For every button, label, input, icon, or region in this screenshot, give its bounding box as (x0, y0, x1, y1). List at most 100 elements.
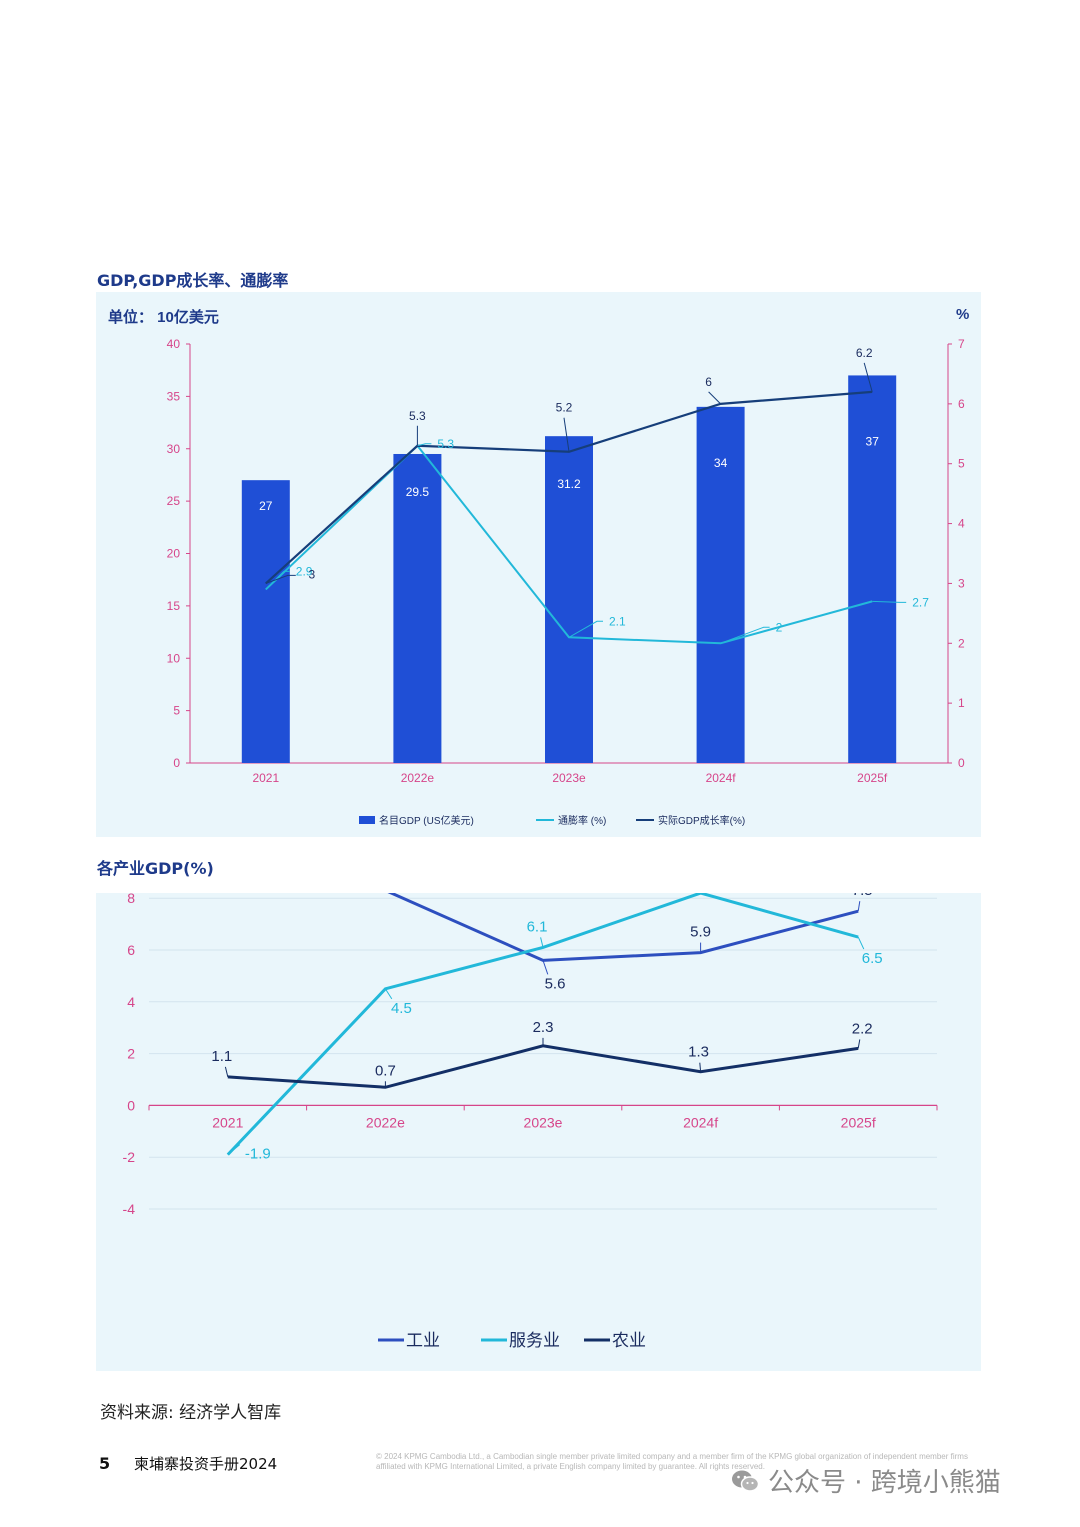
y-right-tick-label: 4 (958, 517, 965, 531)
agriculture-data-label: 0.7 (375, 1062, 396, 1079)
inflation-data-label: 5.3 (437, 437, 454, 451)
y-right-tick-label: 0 (958, 756, 965, 770)
gdp-bar-label: 37 (866, 434, 880, 448)
inflation-data-label: 2 (776, 620, 783, 634)
chart1-panel: 单位： 10亿美元% 0 5 10 15 20 25 30 35 40 0 1 2 3 4 5 6 7 2021 20… (96, 292, 981, 837)
x-tick-label: 2024f (706, 771, 737, 785)
chart2-svg: -4-2024681020212022e2023e2024f2025f8.68.… (119, 838, 938, 1350)
document-title: 柬埔寨投资手册2024 (134, 1455, 278, 1473)
gdp-growth-data-label: 6.2 (856, 346, 873, 360)
agriculture-data-label: 2.2 (852, 1020, 873, 1037)
data-label-leader (542, 960, 549, 975)
services-data-label: 4.5 (391, 1000, 412, 1017)
y-left-tick-label: 40 (167, 337, 181, 351)
x-tick-label: 2021 (252, 771, 279, 785)
gdp-growth-data-label: 3 (308, 567, 315, 581)
legend-swatch-gdp (359, 816, 375, 824)
copyright-notice: © 2024 KPMG Cambodia Ltd., a Cambodian s… (376, 1452, 968, 1471)
data-label-leader (857, 936, 865, 950)
gdp-bar-label: 29.5 (406, 485, 430, 499)
y-tick-label: 0 (127, 1097, 135, 1113)
legend-label-agriculture: 农业 (612, 1331, 646, 1350)
y-tick-label: 2 (127, 1046, 135, 1062)
unit-label-left: 单位： 10亿美元 (108, 308, 219, 326)
data-label-leader (699, 1062, 702, 1072)
legend-label-inflation: 通膨率 (%) (558, 814, 606, 827)
inflation-leader (265, 570, 290, 590)
y-tick-label: 6 (127, 942, 135, 958)
gdp-growth-leader (265, 574, 296, 584)
chart2-panel: -4-2024681020212022e2023e2024f2025f8.68.… (96, 838, 981, 1371)
x-tick-label: 2022e (366, 1114, 405, 1130)
y-right-tick-label: 3 (958, 576, 965, 590)
industry-data-label: 5.6 (545, 975, 566, 992)
gdp-growth-data-label: 5.3 (409, 409, 426, 423)
chart1-heading: GDP,GDP成长率、通膨率 (97, 271, 289, 290)
x-tick-label: 2024f (683, 1114, 718, 1130)
y-right-tick-label: 1 (958, 696, 965, 710)
y-left-tick-label: 30 (167, 442, 181, 456)
gdp-bar (696, 406, 745, 763)
inflation-data-label: 2.1 (609, 614, 626, 628)
page-number: 5 (99, 1454, 111, 1473)
data-label-leader (384, 988, 393, 1000)
chart2-heading: 各产业GDP(%) (97, 859, 214, 878)
watermark-text: 公众号 · 跨境小熊猫 (768, 1468, 1001, 1498)
gdp-growth-data-label: 5.2 (556, 401, 573, 415)
inflation-leader (417, 443, 432, 447)
gdp-bar (241, 480, 290, 763)
legend-label-services: 服务业 (509, 1331, 560, 1350)
data-label-leader (857, 901, 861, 912)
x-tick-label: 2023e (552, 771, 586, 785)
y-left-tick-label: 0 (173, 756, 180, 770)
gdp-bar-label: 27 (259, 499, 273, 513)
x-tick-label: 2021 (212, 1114, 243, 1130)
x-tick-label: 2022e (401, 771, 435, 785)
y-left-tick-label: 35 (167, 389, 181, 403)
wechat-icon (732, 1470, 760, 1492)
data-label-leader (227, 1144, 241, 1155)
gdp-bar-label: 31.2 (557, 477, 581, 491)
watermark: 公众号 · 跨境小熊猫 (730, 1462, 1001, 1499)
y-left-tick-label: 20 (167, 547, 181, 561)
y-tick-label: -2 (123, 1149, 136, 1165)
data-label-leader (540, 937, 544, 948)
y-left-tick-label: 5 (173, 704, 180, 718)
gdp-bar (545, 436, 593, 763)
inflation-data-label: 2.7 (912, 595, 929, 609)
industry-data-label: 7.5 (852, 893, 873, 899)
data-label-leader (224, 1066, 229, 1078)
y-right-tick-label: 7 (958, 337, 965, 351)
gdp-bar (393, 453, 442, 763)
x-tick-label: 2023e (524, 1114, 563, 1130)
services-data-label: -1.9 (245, 1146, 271, 1163)
legend-label-gdp-growth: 实际GDP成长率(%) (658, 814, 745, 827)
gdp-growth-data-label: 6 (705, 375, 712, 389)
y-left-tick-label: 15 (167, 599, 181, 613)
agriculture-line (227, 1044, 859, 1089)
agriculture-data-label: 1.3 (688, 1044, 709, 1061)
inflation-leader (720, 626, 770, 644)
data-label-leader (857, 1039, 861, 1049)
services-data-label: 6.1 (527, 918, 548, 935)
agriculture-data-label: 2.3 (533, 1019, 554, 1036)
inflation-leader (568, 620, 603, 638)
services-data-label: 6.5 (862, 950, 883, 967)
unit-label-right: % (956, 306, 969, 323)
gdp-bar-label: 34 (714, 456, 728, 470)
inflation-data-label: 2.9 (296, 564, 313, 578)
y-right-tick-label: 6 (958, 397, 965, 411)
y-tick-label: 8 (127, 893, 135, 906)
agriculture-data-label: 1.1 (211, 1048, 232, 1065)
y-right-tick-label: 2 (958, 636, 965, 650)
industry-data-label: 5.9 (690, 924, 711, 941)
y-left-tick-label: 25 (167, 494, 181, 508)
y-right-tick-label: 5 (958, 457, 965, 471)
legend-label-gdp: 名目GDP (US亿美元) (379, 814, 474, 827)
y-tick-label: 4 (127, 994, 135, 1010)
x-tick-label: 2025f (841, 1114, 876, 1130)
x-tick-label: 2025f (857, 771, 888, 785)
gdp-growth-leader (863, 362, 873, 393)
gdp-bar (848, 375, 897, 763)
